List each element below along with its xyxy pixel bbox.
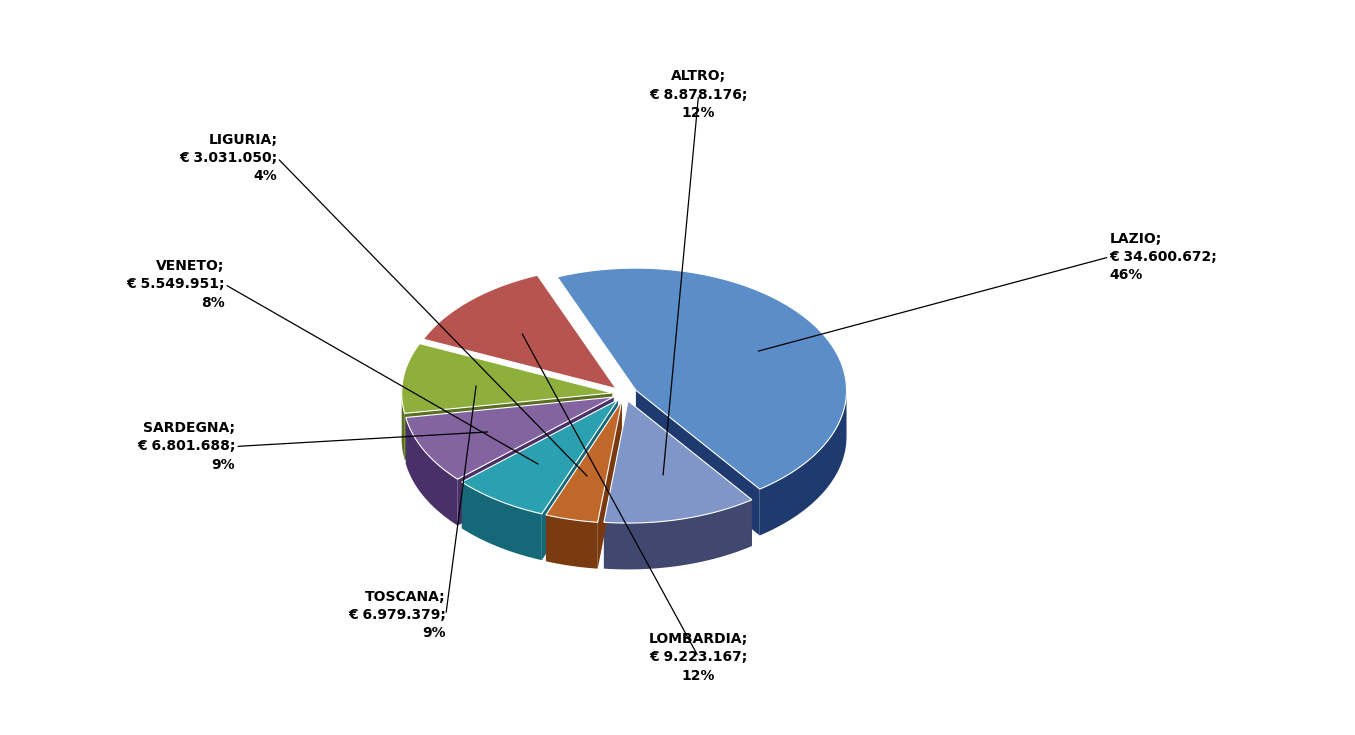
Text: LIGURIA;
€ 3.031.050;
4%: LIGURIA; € 3.031.050; 4% [179, 132, 278, 183]
Text: SARDEGNA;
€ 6.801.688;
9%: SARDEGNA; € 6.801.688; 9% [137, 421, 236, 472]
Polygon shape [542, 400, 618, 560]
Polygon shape [406, 397, 614, 464]
Text: VENETO;
€ 5.549.951;
8%: VENETO; € 5.549.951; 8% [126, 259, 225, 309]
Polygon shape [629, 401, 752, 546]
Polygon shape [458, 397, 614, 526]
Polygon shape [635, 390, 760, 536]
Polygon shape [604, 500, 752, 570]
Text: TOSCANA;
€ 6.979.379;
9%: TOSCANA; € 6.979.379; 9% [348, 589, 446, 640]
Polygon shape [546, 515, 598, 569]
Text: ALTRO;
€ 8.878.176;
12%: ALTRO; € 8.878.176; 12% [649, 69, 748, 120]
Polygon shape [598, 401, 622, 569]
Polygon shape [462, 482, 542, 560]
Polygon shape [546, 401, 622, 523]
Polygon shape [423, 275, 617, 389]
Text: LAZIO;
€ 34.600.672;
46%: LAZIO; € 34.600.672; 46% [1110, 232, 1217, 282]
Polygon shape [462, 400, 618, 528]
Polygon shape [401, 391, 405, 459]
Polygon shape [604, 401, 752, 523]
Polygon shape [406, 397, 614, 479]
Polygon shape [462, 400, 618, 514]
Polygon shape [401, 343, 612, 413]
Polygon shape [406, 417, 458, 526]
Polygon shape [604, 401, 629, 569]
Polygon shape [546, 401, 622, 562]
Polygon shape [557, 268, 847, 489]
Text: LOMBARDIA;
€ 9.223.167;
12%: LOMBARDIA; € 9.223.167; 12% [649, 631, 748, 683]
Polygon shape [405, 393, 612, 459]
Polygon shape [760, 391, 847, 536]
